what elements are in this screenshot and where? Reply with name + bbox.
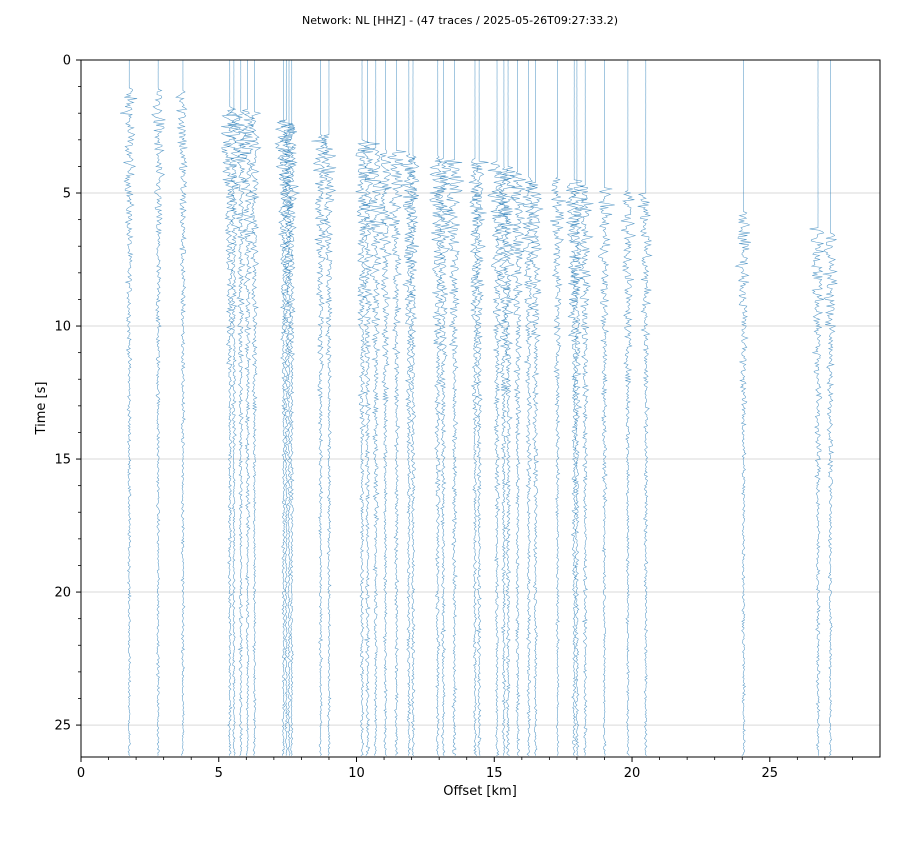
horizontal-grid-lines [81,192,880,726]
seismic-trace [509,60,526,756]
seismic-trace [550,60,566,756]
seismic-trace [175,60,188,756]
seismic-trace [386,60,407,756]
seismic-trace [470,60,489,756]
seismic-trace [487,60,509,756]
seismic-trace [429,60,451,756]
seismic-trace [220,60,238,756]
seismic-trace [578,60,594,756]
y-tick-label: 25 [54,719,71,734]
seismic-trace [527,60,544,756]
seismic-trace [274,60,292,756]
seismic-trace [521,60,537,756]
seismic-trace [822,60,838,756]
y-axis-ticks: 0 5 10 15 20 25 [54,54,81,734]
x-tick-label: 25 [762,766,779,781]
seismic-trace [279,60,296,756]
y-tick-label: 0 [63,54,71,69]
y-tick-label: 20 [54,586,71,601]
seismic-trace [378,60,393,756]
plot-frame [80,59,881,758]
seismic-trace [151,60,166,756]
seismic-trace [282,60,297,756]
seismic-trace [569,60,588,756]
seismic-trace [809,60,825,756]
x-tick-label: 20 [624,766,641,781]
seismic-trace [238,60,257,756]
x-tick-label: 0 [77,766,85,781]
x-tick-label: 5 [215,766,223,781]
seismic-trace [620,60,637,756]
seismic-trace [565,60,583,756]
chart-title: Network: NL [HHZ] - (47 traces / 2025-05… [302,14,618,27]
y-axis-label: Time [s] [34,382,49,436]
seismic-trace [233,60,252,756]
seismic-trace [400,60,418,756]
seismic-trace [358,60,380,756]
y-tick-label: 5 [63,187,71,202]
x-axis-ticks: 0 5 10 15 20 25 [77,757,853,781]
seismic-trace [498,60,516,756]
seismic-traces [120,60,838,756]
seismic-trace [365,60,389,756]
seismic-trace [468,60,484,756]
seismic-trace [284,60,301,756]
seismic-trace [320,60,337,756]
seismic-trace [495,60,513,756]
x-axis-label: Offset [km] [443,784,517,799]
seismic-trace [734,60,752,756]
y-tick-label: 10 [54,320,71,335]
seismic-trace [404,60,420,756]
seismic-trace [311,60,328,756]
x-tick-label: 10 [348,766,365,781]
seismic-trace [248,60,262,756]
seismic-trace [637,60,653,756]
seismic-trace [120,60,138,756]
seismic-trace [598,60,615,756]
seismic-trace [434,60,454,756]
y-tick-label: 15 [54,453,71,468]
seismic-trace [225,60,241,756]
seismic-trace [355,60,371,756]
x-tick-label: 15 [486,766,503,781]
seismic-trace [444,60,465,756]
